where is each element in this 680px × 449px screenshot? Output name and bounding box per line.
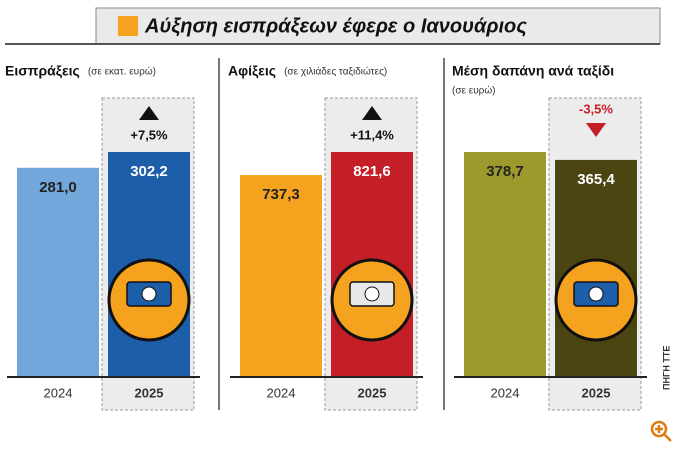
panel-subtitle: (σε ευρώ) [452,85,496,97]
x-tick-label: 2024 [491,385,520,400]
panel-subtitle: (σε εκατ. ευρώ) [88,66,156,78]
bar [464,152,546,377]
value-label: 302,2 [130,163,168,180]
title: Αύξηση εισπράξεων έφερε ο Ιανουάριος [144,15,527,37]
change-arrow [586,123,606,137]
bar [240,175,322,377]
bar [17,167,99,377]
panel-subtitle: (σε χιλιάδες ταξιδιώτες) [284,66,387,78]
x-tick-label: 2025 [358,385,387,400]
change-label: -3,5% [579,101,613,116]
panel-title: Εισπράξεις [5,63,80,79]
x-tick-label: 2025 [582,385,611,400]
x-tick-label: 2025 [135,385,164,400]
source: ΠΗΓΗ ΤΤΕ [661,346,671,390]
value-label: 378,7 [486,163,524,180]
icon-detail [364,286,380,302]
change-label: +7,5% [130,127,168,142]
value-label: 821,6 [353,163,391,180]
title-bar [95,7,661,45]
x-tick-label: 2024 [44,385,73,400]
value-label: 281,0 [39,179,77,196]
zoom-icon[interactable] [650,420,672,442]
title-icon [118,16,138,36]
change-arrow [139,106,159,120]
x-tick-label: 2024 [267,385,296,400]
change-label: +11,4% [350,127,394,142]
change-arrow [362,106,382,120]
panel-title: Μέση δαπάνη ανά ταξίδι [452,63,614,79]
icon-detail [588,286,604,302]
value-label: 365,4 [577,171,615,188]
value-label: 737,3 [262,186,300,203]
icon-detail [141,286,157,302]
panel-title: Αφίξεις [228,63,276,79]
